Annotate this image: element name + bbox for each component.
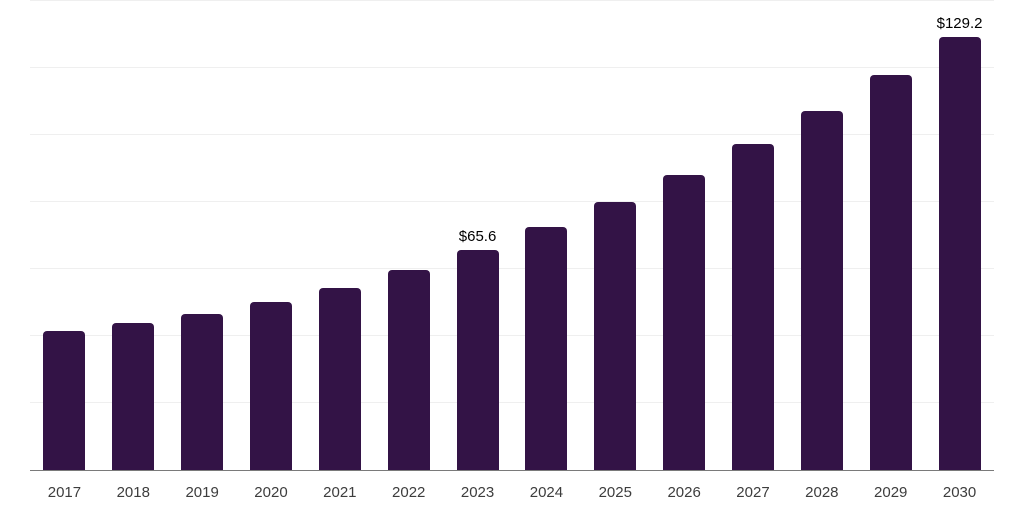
gridline-60 [30, 268, 994, 269]
x-tick-2024: 2024 [529, 484, 564, 501]
x-tick-2018: 2018 [116, 484, 150, 501]
x-tick-2023: 2023 [460, 484, 495, 501]
x-tick-2029: 2029 [874, 484, 908, 501]
data-label-2023: $65.6 [458, 228, 497, 246]
bar-2020 [250, 301, 292, 470]
bar-2030 [938, 37, 981, 470]
x-tick-2020: 2020 [254, 484, 288, 501]
bar-2017 [43, 330, 86, 470]
x-tick-2030: 2030 [942, 484, 977, 501]
bar-2022 [387, 270, 430, 470]
data-label-2030: $129.2 [936, 15, 983, 33]
x-tick-2022: 2022 [392, 484, 426, 501]
gridline-100 [30, 134, 994, 135]
x-tick-2021: 2021 [323, 484, 357, 501]
bar-2027 [732, 143, 774, 470]
gridline-20 [30, 402, 994, 403]
gridline-80 [30, 201, 994, 202]
bar-2028 [800, 110, 843, 470]
x-tick-2028: 2028 [805, 484, 839, 501]
x-tick-2025: 2025 [598, 484, 632, 501]
bar-2018 [112, 322, 155, 470]
x-tick-2026: 2026 [667, 484, 701, 501]
gridline-40 [30, 335, 994, 336]
bar-2024 [525, 227, 568, 470]
bar-2026 [663, 174, 706, 470]
bar-2025 [594, 202, 637, 470]
x-tick-2019: 2019 [185, 484, 219, 501]
bar-2019 [181, 313, 224, 470]
bar-2023 [456, 250, 499, 470]
x-tick-2017: 2017 [47, 484, 82, 501]
gridline-140 [30, 0, 994, 1]
bar-2021 [318, 287, 361, 470]
plot-area: $65.6 $129.2 [30, 0, 994, 471]
x-tick-2027: 2027 [736, 484, 770, 501]
gridline-120 [30, 67, 994, 68]
bar-2029 [869, 75, 912, 470]
